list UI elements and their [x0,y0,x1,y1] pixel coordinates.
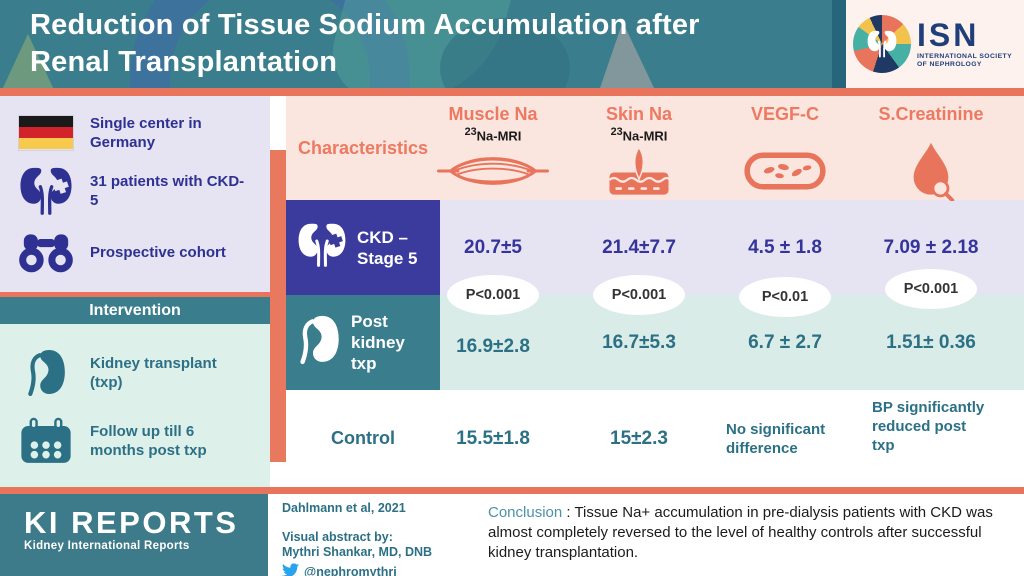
isn-acronym: ISN [917,16,980,53]
blood-drop-icon [907,141,955,201]
twitter-icon [282,562,299,576]
header-divider [0,88,1024,96]
skin-icon [608,141,670,201]
isn-logo-box: ISN INTERNATIONAL SOCIETY OF NEPHROLOGY [832,0,1024,88]
value-control-skin: 15±2.3 [610,427,668,449]
intervention-text: Kidney transplant (txp) [90,355,217,392]
results-table: Characteristics Muscle Na 23Na-MRI [286,96,1024,487]
column-header-muscle-na: Muscle Na 23Na-MRI [420,96,566,201]
value-post-vegfc: 6.7 ± 2.7 [748,331,822,353]
ki-reports-title: KI REPORTS [24,505,239,540]
calendar-icon [16,417,76,465]
footer: KI REPORTS Kidney International Reports … [0,487,1024,576]
value-control-muscle: 15.5±1.8 [456,427,530,449]
row-label-ckd: CKD – Stage 5 [286,200,440,295]
intervention-text: Follow up till 6 months post txp [90,422,207,459]
study-facts-panel: Single center in Germany 31 patients wit… [0,96,270,292]
fact-cohort: Prospective cohort [0,231,270,275]
value-post-muscle: 16.9±2.8 [456,335,530,357]
blood-vessel-icon [744,141,826,201]
page-title: Reduction of Tissue Sodium Accumulation … [30,9,700,78]
isn-org-name: INTERNATIONAL SOCIETY OF NEPHROLOGY [917,52,1013,69]
intervention-transplant: Kidney transplant (txp) [0,346,270,400]
p-value-vegfc: P<0.01 [739,277,831,317]
fact-text: 31 patients with CKD-5 [90,173,245,209]
fact-patients: 31 patients with CKD-5 [0,165,270,217]
row-label-post-txp: Post kidney txp [286,295,440,390]
kidneys-icon [16,165,76,217]
value-post-skin: 16.7±5.3 [602,331,676,353]
kidney-white-icon [296,312,342,373]
kidneys-white-icon [296,221,348,274]
ki-reports-subtitle: Kidney International Reports [24,540,190,552]
row-control: Control 15.5±1.8 15±2.3 No significant d… [286,390,1024,487]
footer-divider [0,487,1024,494]
conclusion-block: Conclusion : Tissue Na+ accumulation in … [474,494,1024,576]
intervention-panel: Kidney transplant (txp) Follow up till 6… [0,324,270,487]
fact-text: Single center in Germany [90,114,202,151]
value-control-vegfc: No significant difference [726,420,826,457]
isn-logo-icon [853,15,911,73]
intervention-followup: Follow up till 6 months post txp [0,417,270,465]
kidneys-silhouette-icon [867,30,897,58]
value-ckd-vegfc: 4.5 ± 1.8 [748,236,822,258]
p-value-creatinine: P<0.001 [885,269,977,309]
isn-wordmark: ISN INTERNATIONAL SOCIETY OF NEPHROLOGY [917,19,1012,70]
row-label-control: Control [331,428,395,448]
credit-name: Mythri Shankar, MD, DNB [282,545,433,559]
conclusion-label: Conclusion [488,504,563,521]
characteristics-label: Characteristics [298,138,429,158]
binoculars-icon [16,231,76,275]
table-header-row: Characteristics Muscle Na 23Na-MRI [286,96,1024,201]
credit-label: Visual abstract by: [282,529,393,544]
value-ckd-creatinine: 7.09 ± 2.18 [883,236,979,258]
column-header-vegf-c: VEGF-C [712,96,858,201]
value-post-creatinine: 1.51± 0.36 [886,331,976,353]
fact-text: Prospective cohort [90,244,226,261]
column-header-s-creatinine: S.Creatinine [858,96,1004,201]
credits-block: Dahlmann et al, 2021 Visual abstract by:… [268,494,474,576]
isn-strip [832,0,846,88]
value-ckd-skin: 21.4±7.7 [602,236,676,258]
row-post-txp: Post kidney txp 16.9±2.8 16.7±5.3 6.7 ± … [286,295,1024,390]
muscle-icon [437,141,549,201]
intervention-header: Intervention [0,297,270,324]
column-header-skin-na: Skin Na 23Na-MRI [566,96,712,201]
sidebar-divider [0,292,270,297]
germany-flag-icon [16,115,76,150]
p-value-skin: P<0.001 [593,275,685,315]
twitter-handle[interactable]: @nephromythri [304,564,397,576]
p-value-muscle: P<0.001 [447,275,539,315]
citation: Dahlmann et al, 2021 [282,501,406,515]
value-control-creatinine: BP significantly reduced post txp [872,399,985,454]
fact-single-center: Single center in Germany [0,114,270,152]
ki-reports-logo: KI REPORTS Kidney International Reports [0,494,268,576]
vertical-accent-bar [270,150,286,462]
value-ckd-muscle: 20.7±5 [464,236,522,258]
kidney-icon [16,346,76,400]
conclusion-text: : Tissue Na+ accumulation in pre-dialysi… [488,504,993,561]
